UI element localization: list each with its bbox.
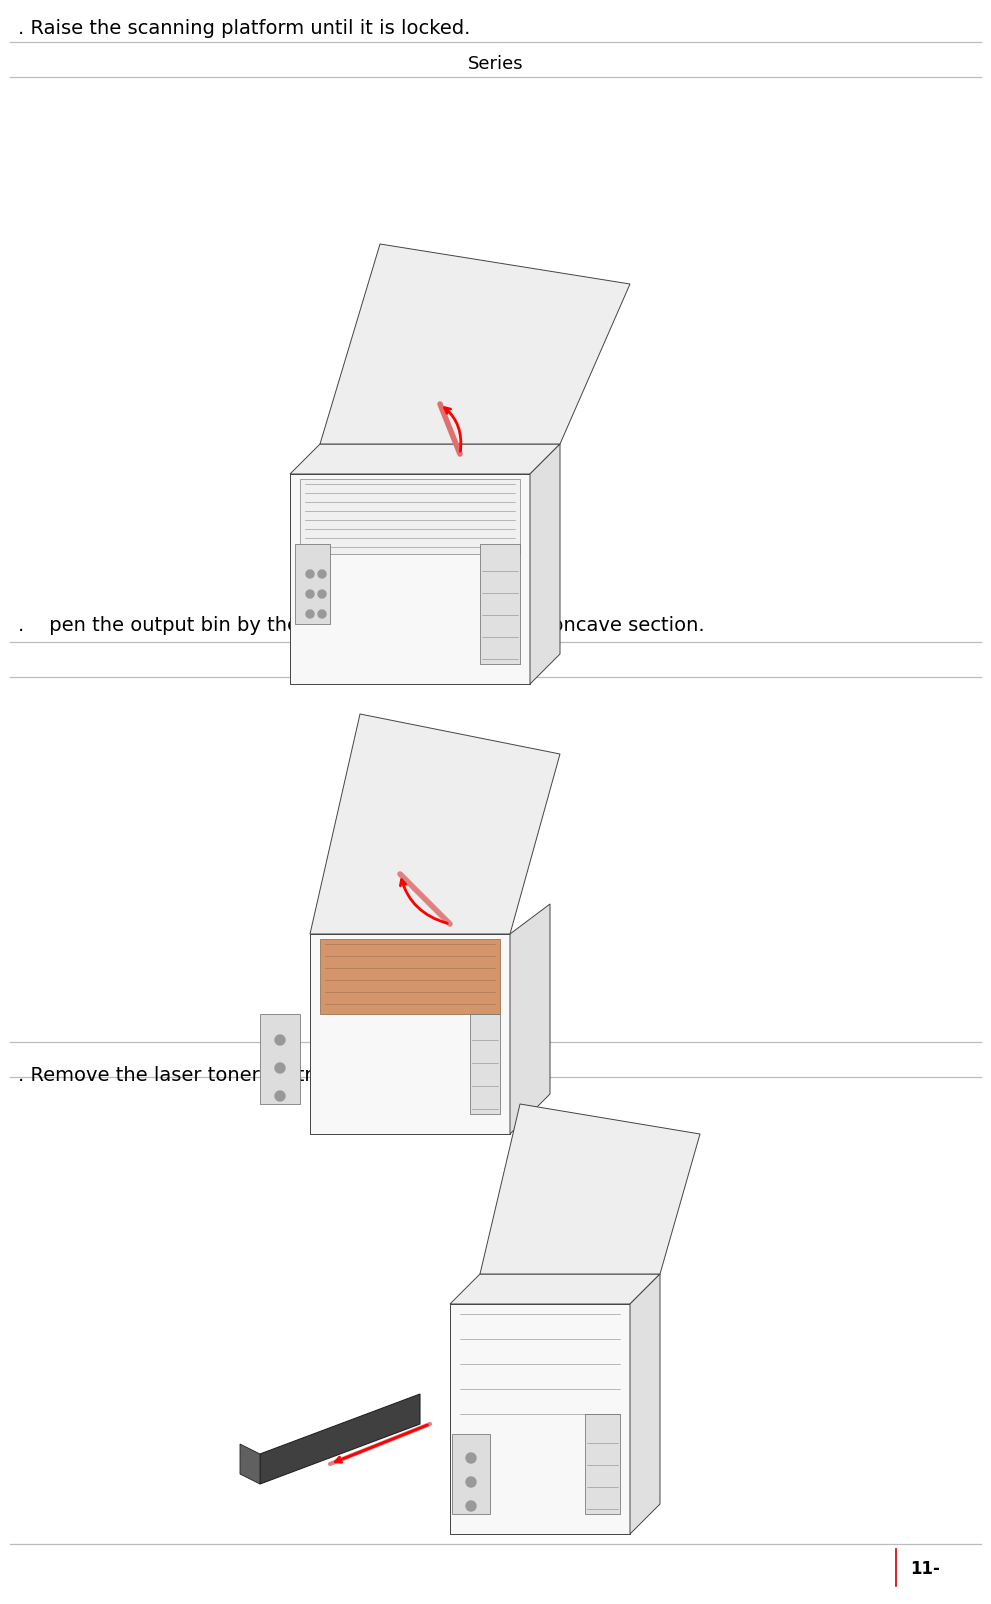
Polygon shape xyxy=(240,1444,260,1484)
Polygon shape xyxy=(450,1274,660,1304)
Circle shape xyxy=(275,1091,285,1100)
Polygon shape xyxy=(320,244,630,444)
Text: . Remove the laser toner cartridge along the guides.: . Remove the laser toner cartridge along… xyxy=(18,1067,530,1084)
Circle shape xyxy=(306,590,314,598)
Circle shape xyxy=(318,590,326,598)
Polygon shape xyxy=(260,1394,420,1484)
Text: 11-: 11- xyxy=(910,1561,939,1578)
Circle shape xyxy=(275,1063,285,1073)
Text: . Raise the scanning platform until it is locked.: . Raise the scanning platform until it i… xyxy=(18,19,471,38)
Bar xyxy=(470,1014,500,1115)
Polygon shape xyxy=(450,1304,630,1533)
Text: .    pen the output bin by the upper right ridge of the concave section.: . pen the output bin by the upper right … xyxy=(18,616,705,635)
Polygon shape xyxy=(480,1104,700,1274)
Polygon shape xyxy=(290,444,560,475)
Polygon shape xyxy=(510,905,550,1134)
Polygon shape xyxy=(530,444,560,683)
Circle shape xyxy=(306,610,314,618)
Bar xyxy=(480,544,520,664)
Bar xyxy=(585,1415,620,1514)
Text: Series: Series xyxy=(468,653,523,670)
Text: Series: Series xyxy=(468,55,523,74)
Bar xyxy=(260,1014,300,1104)
Bar xyxy=(452,1434,490,1514)
Circle shape xyxy=(318,610,326,618)
Circle shape xyxy=(318,569,326,577)
Bar xyxy=(295,544,330,624)
Circle shape xyxy=(466,1453,476,1463)
Text: Series: Series xyxy=(468,1105,523,1123)
Circle shape xyxy=(466,1501,476,1511)
Circle shape xyxy=(466,1477,476,1487)
Circle shape xyxy=(275,1035,285,1044)
Polygon shape xyxy=(300,480,520,553)
Circle shape xyxy=(306,569,314,577)
Polygon shape xyxy=(310,934,510,1134)
Polygon shape xyxy=(320,938,500,1014)
Polygon shape xyxy=(630,1274,660,1533)
Polygon shape xyxy=(310,714,560,934)
Polygon shape xyxy=(290,475,530,683)
